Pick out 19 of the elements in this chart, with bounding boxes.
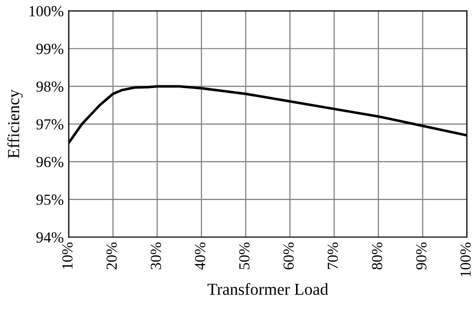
x-tick-label: 20% — [106, 242, 117, 270]
x-tick-label: 30% — [150, 242, 162, 270]
x-tick-label: 100% — [460, 242, 471, 276]
y-tick-label: 98% — [36, 81, 64, 92]
y-axis-title: Efficiency — [7, 90, 23, 158]
x-tick-label: 10% — [62, 242, 73, 269]
y-tick-label: 99% — [36, 44, 64, 54]
x-tick-label: 90% — [416, 242, 427, 270]
x-axis-title: Transformer Load — [208, 283, 328, 295]
y-tick-label: 100% — [30, 6, 64, 16]
y-tick-label: 96% — [36, 156, 64, 168]
y-tick-label: 94% — [36, 232, 64, 243]
x-tick-label: 60% — [283, 242, 294, 270]
x-tick-label: 80% — [372, 242, 382, 270]
x-tick-label: 50% — [239, 242, 250, 270]
y-tick-label: 97% — [36, 119, 64, 130]
x-tick-label: 40% — [194, 242, 206, 270]
x-tick-label: 70% — [328, 242, 338, 269]
y-tick-label: 95% — [36, 194, 64, 205]
